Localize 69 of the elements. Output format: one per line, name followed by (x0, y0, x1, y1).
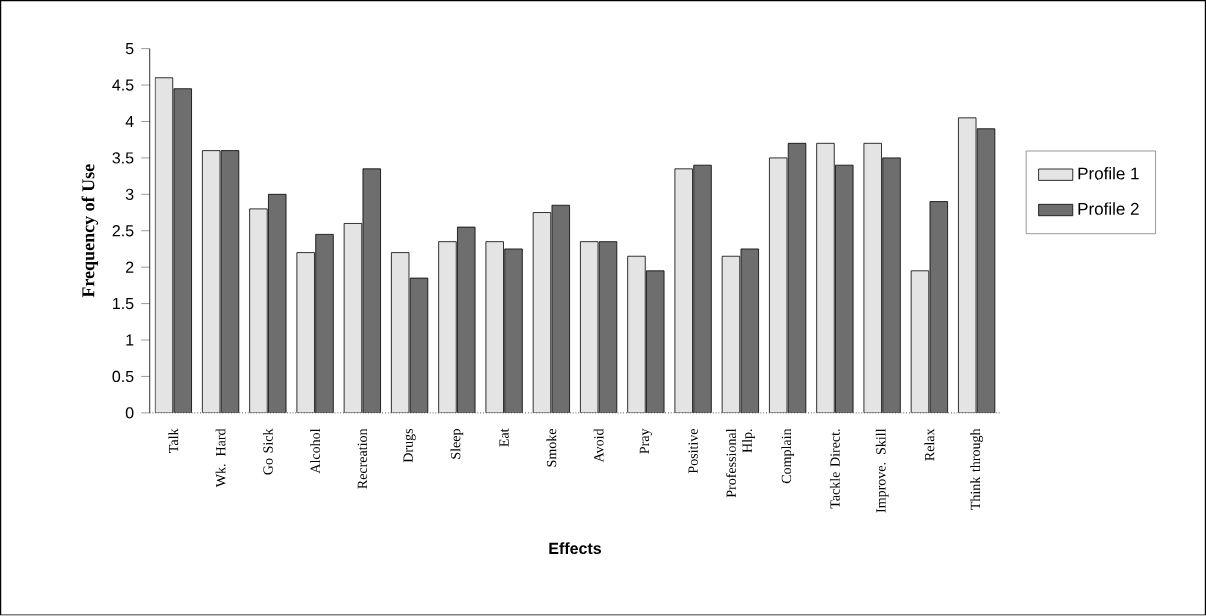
bar (646, 271, 665, 414)
x-tick-label: Tackle Direct. (829, 429, 840, 509)
bar (315, 234, 334, 414)
y-tick-label: 0 (125, 407, 134, 419)
bar (221, 150, 239, 414)
bar (457, 227, 476, 414)
x-tick-label: Avoid (593, 428, 604, 463)
bar (769, 158, 788, 414)
x-axis-title: Effects (549, 542, 602, 555)
x-tick-label: Sleep (450, 429, 464, 459)
x-tick-label: Complain (781, 428, 794, 484)
bar (911, 271, 929, 414)
x-tick-label: Improve. Skill (875, 428, 889, 513)
bar (929, 201, 948, 414)
bar (438, 241, 457, 414)
y-tick-label: 4.5 (112, 79, 134, 91)
bar (580, 241, 599, 414)
bar (816, 143, 835, 414)
x-tick-label: Smoke (546, 429, 557, 467)
x-tick-label: Go Sick (262, 428, 273, 475)
bar (835, 165, 854, 414)
bar (410, 278, 428, 414)
legend-label: Profile 2 (1078, 202, 1139, 216)
bar (344, 223, 362, 414)
bar (551, 205, 570, 414)
x-tick-label: Think through (970, 428, 983, 511)
bar (268, 194, 287, 414)
y-tick-label: 1.5 (113, 298, 134, 310)
bar (674, 169, 693, 414)
bar (485, 241, 504, 414)
bar (722, 256, 740, 414)
bar (533, 212, 551, 414)
bar (155, 77, 173, 414)
bar (249, 209, 268, 414)
legend-label: Profile 1 (1078, 167, 1139, 180)
bar (882, 158, 901, 414)
x-tick-label: Recreation (357, 428, 368, 489)
bar (296, 252, 315, 414)
x-tick-label: Relax (924, 428, 935, 461)
x-tick-label: Positive (688, 429, 698, 474)
bar (173, 88, 192, 414)
bar (504, 249, 523, 414)
bar (693, 165, 712, 414)
x-tick-label: Drugs (403, 429, 416, 463)
bar (627, 256, 646, 414)
x-tick-label: Pray (639, 428, 652, 454)
bar (740, 249, 759, 414)
bar (202, 150, 220, 414)
y-axis-title: Frequency of Use (81, 164, 99, 298)
x-tick-label: Eat (499, 428, 509, 447)
y-tick-label: 3.5 (112, 152, 134, 164)
bar (391, 252, 409, 414)
y-tick-label: 3 (125, 188, 134, 201)
y-tick-label: 4 (125, 116, 134, 128)
y-tick-label: 2 (126, 261, 134, 273)
x-tick-label: Alcohol (310, 428, 321, 474)
y-tick-label: 2.5 (112, 225, 134, 237)
y-tick-label: 5 (125, 43, 134, 55)
bar (958, 117, 977, 414)
bar (788, 143, 806, 414)
x-tick-label: Talk (168, 428, 179, 454)
bar (362, 169, 381, 414)
x-tick-label: Professional Hlp. (725, 428, 755, 498)
x-tick-label: Wk. Hard (215, 428, 226, 488)
y-tick-label: 0.5 (112, 370, 134, 383)
y-tick-label: 1 (126, 334, 134, 346)
bar (599, 241, 617, 414)
bar (863, 143, 882, 414)
bar (976, 128, 996, 414)
